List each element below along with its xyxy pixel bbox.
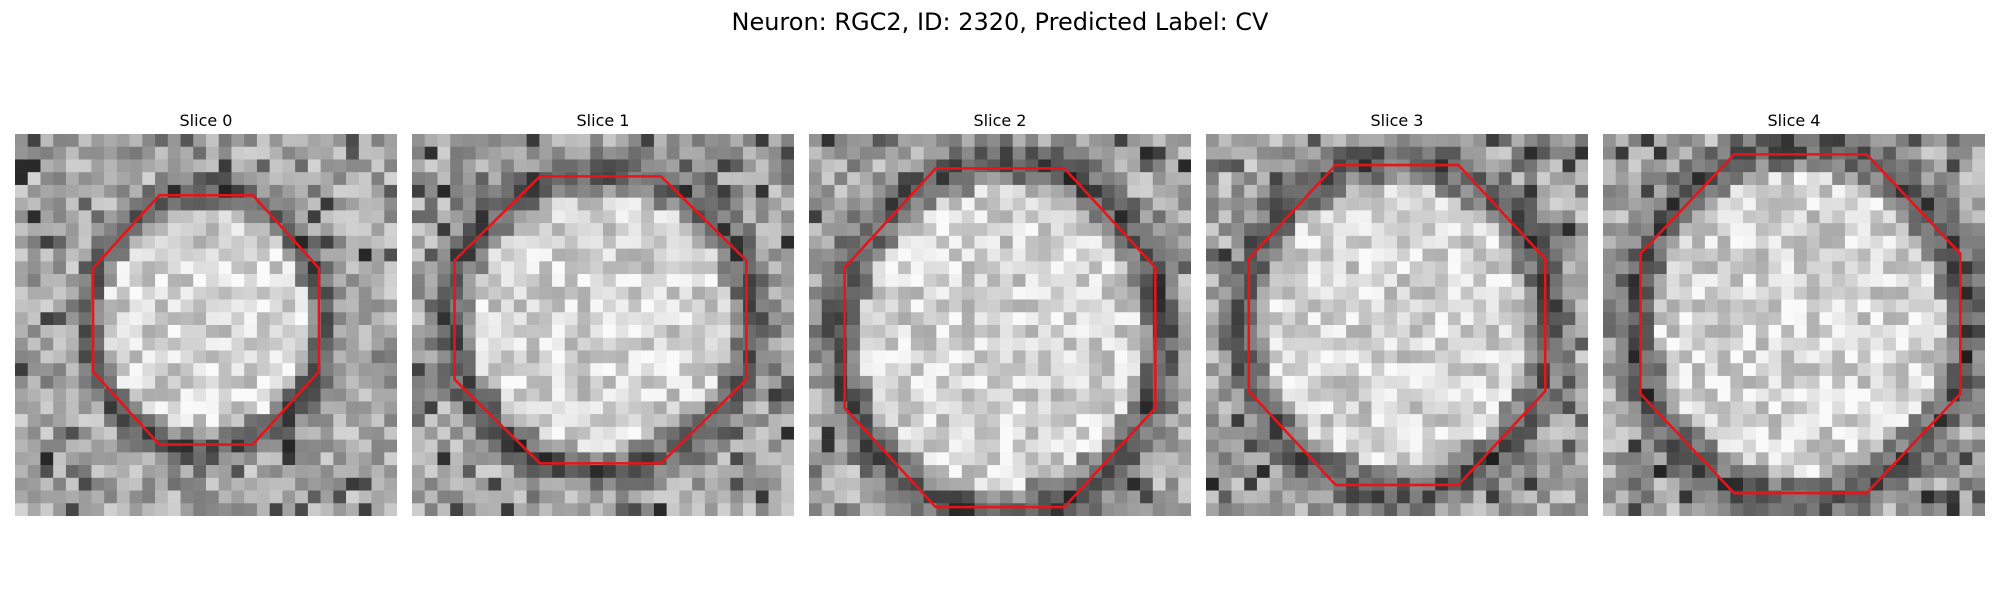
slice-image-4 xyxy=(1603,134,1985,516)
contour-outline xyxy=(843,167,1157,509)
slice-image-3 xyxy=(1206,134,1588,516)
slice-title-2: Slice 2 xyxy=(973,111,1027,130)
slice-title-1: Slice 1 xyxy=(576,111,630,130)
contour-outline xyxy=(1639,153,1962,495)
contour-outline xyxy=(453,175,748,465)
figure-title: Neuron: RGC2, ID: 2320, Predicted Label:… xyxy=(731,8,1269,36)
slice-image-2 xyxy=(809,134,1191,516)
slice-panel-2: Slice 2 xyxy=(809,110,1191,516)
slice-panel-4: Slice 4 xyxy=(1603,110,1985,516)
slice-panel-1: Slice 1 xyxy=(412,110,794,516)
contour-outline xyxy=(1247,163,1547,487)
slice-image-0 xyxy=(15,134,397,516)
slice-title-4: Slice 4 xyxy=(1767,111,1821,130)
slice-panel-0: Slice 0 xyxy=(15,110,397,516)
slice-image-1 xyxy=(412,134,794,516)
slice-title-3: Slice 3 xyxy=(1370,111,1424,130)
slice-title-0: Slice 0 xyxy=(179,111,233,130)
slice-panel-3: Slice 3 xyxy=(1206,110,1588,516)
contour-outline xyxy=(91,193,321,446)
